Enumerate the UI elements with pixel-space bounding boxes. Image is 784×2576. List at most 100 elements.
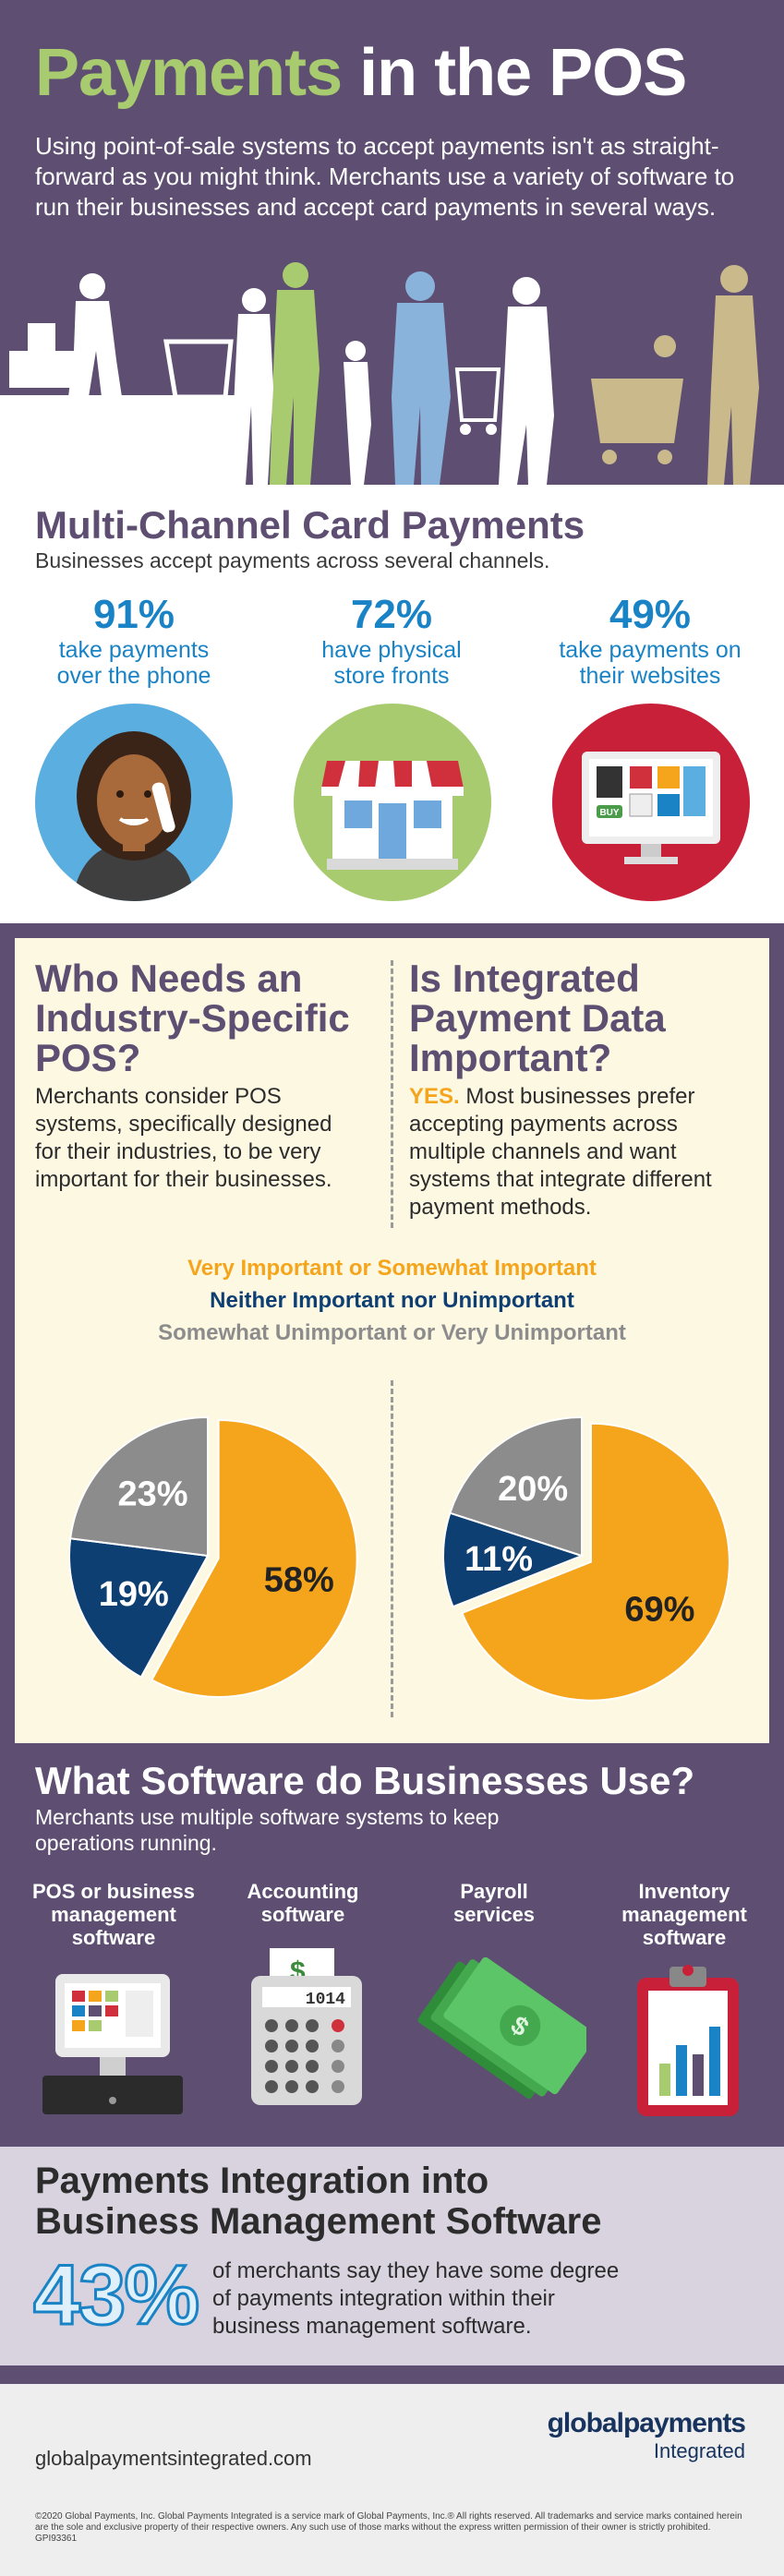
- label-line: services: [452, 1903, 536, 1926]
- title-rest: in the POS: [342, 36, 687, 110]
- phone-call-icon: [35, 704, 233, 901]
- stat-value: 91%: [92, 592, 175, 637]
- legend-neither: Neither Important nor Unimportant: [210, 1288, 574, 1313]
- shoppers-silhouette-illustration: [0, 262, 759, 485]
- integrated-block: Is Integrated Payment Data Important? YE…: [409, 958, 760, 1222]
- integration-section: [0, 2147, 784, 2365]
- inventory-clipboard-chart-icon: [637, 1965, 739, 2116]
- software-subtitle: Merchants use multiple software systems …: [35, 1805, 500, 1829]
- stat-label: take payments on: [559, 637, 742, 663]
- calculator-display: 1014: [306, 1991, 345, 2009]
- slice-label: 11%: [464, 1540, 533, 1579]
- brand-logo: globalpayments Integrated: [547, 2408, 746, 2463]
- buy-button-label: BUY: [599, 808, 619, 818]
- shopper-with-cart-silhouette: [163, 288, 273, 485]
- footer-divider: [0, 2365, 784, 2384]
- software-subtitle: operations running.: [35, 1831, 217, 1855]
- column-divider: [391, 960, 393, 1228]
- slice-neither: [442, 1511, 585, 1608]
- stat-store: 72% have physical store fronts: [281, 592, 502, 690]
- who-needs-title: POS?: [35, 1036, 141, 1079]
- stat-label: store fronts: [333, 663, 450, 689]
- pos-terminal-icon: [42, 1974, 183, 2114]
- blue-shopper-silhouette: [392, 271, 451, 485]
- label-line: software: [71, 1926, 156, 1949]
- label-line: software: [260, 1903, 345, 1926]
- slice-label: 19%: [99, 1575, 169, 1614]
- stat-value: 72%: [350, 592, 433, 637]
- slice-label: 20%: [498, 1470, 568, 1509]
- label-line: Inventory: [638, 1880, 730, 1903]
- title-highlight: Payments: [35, 36, 343, 110]
- online-store-icon: BUY: [552, 704, 750, 901]
- label-line: POS or business: [31, 1880, 196, 1903]
- chart-divider: [391, 1380, 393, 1717]
- label-line: management: [621, 1903, 747, 1926]
- stat-phone: 91% take payments over the phone: [23, 592, 245, 690]
- storefront-icon: [294, 704, 491, 901]
- channels-subtitle: Businesses accept payments across severa…: [35, 548, 550, 572]
- legal-text: ©2020 Global Payments, Inc. Global Payme…: [35, 2511, 742, 2544]
- slice-unimportant: [449, 1415, 583, 1558]
- page-title: Payments in the POS: [35, 35, 687, 111]
- yes-label: YES.: [409, 1084, 460, 1109]
- stat-value: 49%: [609, 592, 692, 637]
- slice-important: [151, 1418, 358, 1698]
- integration-title: Payments Integration into Business Manag…: [35, 2161, 602, 2242]
- label-line: Payroll: [460, 1880, 528, 1903]
- stat-label: over the phone: [56, 663, 211, 689]
- elderly-shopper-silhouette: [454, 277, 554, 485]
- brand-name: globalpayments: [547, 2408, 746, 2438]
- integration-body-line: of merchants say they have some degree: [212, 2258, 620, 2283]
- stat-label: their websites: [579, 663, 721, 689]
- software-label-accounting: Accounting software: [215, 1880, 391, 1926]
- gold-shopper-silhouette: [591, 265, 759, 485]
- label-line: software: [642, 1926, 727, 1949]
- integrated-body-text: Most businesses prefer accepting payment…: [409, 1084, 712, 1220]
- channels-title: Multi-Channel Card Payments: [35, 503, 585, 547]
- cashier-silhouette: [68, 273, 122, 397]
- slice-label: 69%: [624, 1590, 694, 1629]
- integration-title-line: Business Management Software: [35, 2201, 602, 2242]
- legend-important: Very Important or Somewhat Important: [187, 1256, 597, 1281]
- integration-body: of merchants say they have some degree o…: [212, 2257, 619, 2341]
- stat-web: 49% take payments on their websites: [539, 592, 761, 690]
- integrated-title: Important?: [409, 1036, 612, 1079]
- intro-text: Using point-of-sale systems to accept pa…: [35, 132, 735, 221]
- software-label-payroll: Payroll services: [406, 1880, 582, 1926]
- calculator-icon: $ 1014: [251, 1948, 362, 2105]
- integration-title-line: Payments Integration into: [35, 2161, 489, 2201]
- label-line: Accounting: [247, 1880, 359, 1903]
- who-needs-title: Industry-Specific: [35, 996, 350, 1040]
- slice-label: 23%: [117, 1475, 187, 1513]
- brand-subname: Integrated: [653, 2439, 745, 2462]
- checkout-counter: [0, 395, 235, 485]
- integration-body-line: business management software.: [212, 2314, 532, 2339]
- pie-chart-integrated-data: 69% 11% 20%: [442, 1415, 730, 1702]
- slice-label: 58%: [264, 1560, 334, 1599]
- label-line: management: [51, 1903, 176, 1926]
- software-title: What Software do Businesses Use?: [35, 1759, 695, 1802]
- pie-chart-industry-specific: 58% 19% 23%: [68, 1415, 358, 1698]
- footer: [0, 2384, 784, 2576]
- who-needs-body: Merchants consider POS systems, specific…: [35, 1084, 332, 1192]
- slice-neither: [68, 1537, 210, 1679]
- integrated-body: YES. Most businesses prefer accepting pa…: [409, 1083, 755, 1222]
- who-needs-title: Who Needs an: [35, 957, 303, 1000]
- money-bills-icon: $: [417, 1957, 586, 2100]
- integration-body-line: of payments integration within their: [212, 2286, 555, 2311]
- stat-label: have physical: [321, 637, 462, 663]
- integration-percent: 43%: [31, 2248, 200, 2343]
- child-silhouette: [344, 341, 371, 485]
- slice-unimportant: [69, 1415, 209, 1558]
- integrated-title: Payment Data: [409, 996, 666, 1040]
- integrated-title: Is Integrated: [409, 957, 640, 1000]
- slice-important: [461, 1422, 730, 1702]
- software-label-inventory: Inventory management software: [597, 1880, 772, 1949]
- footer-url[interactable]: globalpaymentsintegrated.com: [35, 2447, 312, 2470]
- legend-unimportant: Somewhat Unimportant or Very Unimportant: [158, 1320, 626, 1345]
- green-shopper-silhouette: [270, 262, 320, 485]
- software-label-pos: POS or business management software: [26, 1880, 201, 1949]
- who-needs-block: Who Needs an Industry-Specific POS? Merc…: [35, 958, 386, 1194]
- stat-label: take payments: [58, 637, 210, 663]
